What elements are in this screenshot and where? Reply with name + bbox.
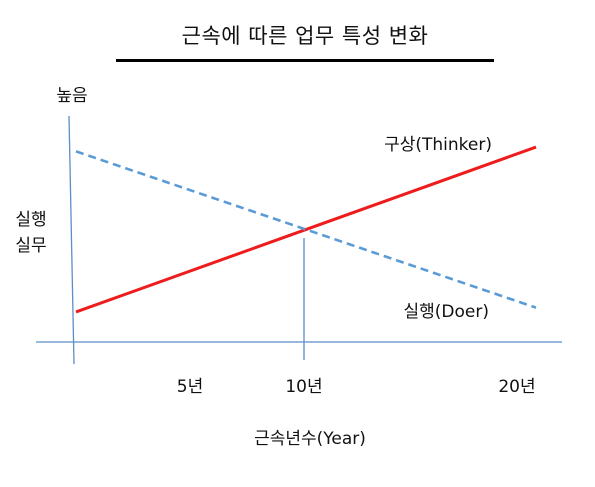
y-axis-line bbox=[68, 115, 75, 365]
thinker-line bbox=[75, 145, 537, 314]
x-tick-label-5: 5년 bbox=[177, 377, 203, 397]
title-underline bbox=[116, 59, 494, 62]
y-label-line-2: 실무 bbox=[15, 236, 46, 256]
doer-label: 실행(Doer) bbox=[404, 302, 489, 322]
x-axis-label: 근속년수(Year) bbox=[254, 429, 366, 449]
y-label-line-1: 실행 bbox=[15, 210, 46, 230]
thinker-label: 구상(Thinker) bbox=[384, 135, 492, 155]
doer-line bbox=[75, 150, 537, 309]
x-tick-label-20: 20년 bbox=[498, 377, 535, 397]
y-top-label: 높음 bbox=[56, 86, 87, 106]
x-tick-label-10: 10년 bbox=[285, 377, 322, 397]
chart-title: 근속에 따른 업무 특성 변화 bbox=[181, 24, 429, 48]
